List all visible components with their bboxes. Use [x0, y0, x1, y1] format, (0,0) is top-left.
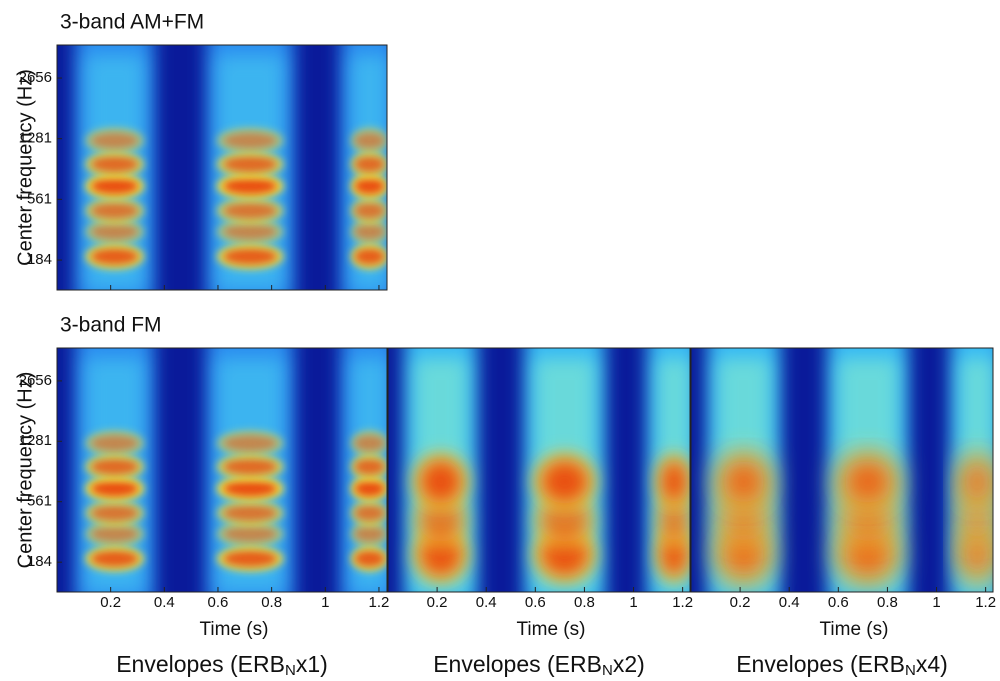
texture — [91, 435, 138, 451]
spectrogram — [388, 328, 701, 612]
caption-subscript: N — [905, 662, 916, 679]
caption-text: Envelopes (ERB — [736, 651, 905, 677]
y-axis-label: Center frequency (Hz) — [14, 69, 36, 266]
x-tick-label: 0.6 — [828, 594, 849, 611]
x-tick-label: 0.2 — [100, 594, 121, 611]
texture — [355, 526, 385, 542]
spectrogram — [57, 328, 398, 612]
x-tick-label: 1.2 — [975, 594, 996, 611]
caption-text: x2) — [613, 651, 645, 677]
texture — [223, 133, 277, 149]
panel-title: 3-band AM+FM — [60, 11, 204, 34]
texture — [223, 178, 277, 194]
texture — [223, 203, 277, 219]
x-tick-label: 1.2 — [672, 594, 693, 611]
texture — [355, 505, 385, 521]
texture — [91, 526, 138, 542]
texture — [355, 224, 385, 240]
texture — [91, 481, 138, 497]
caption-text: Envelopes (ERB — [433, 651, 602, 677]
x-tick-label: 0.4 — [154, 594, 175, 611]
texture — [355, 178, 385, 194]
texture — [91, 224, 138, 240]
x-tick-label: 0.2 — [427, 594, 448, 611]
y-axis-label: Center frequency (Hz) — [14, 372, 36, 569]
caption-subscript: N — [602, 662, 613, 679]
texture — [722, 460, 765, 504]
caption: Envelopes (ERBNx4) — [736, 651, 948, 679]
caption-text: Envelopes (ERB — [116, 651, 285, 677]
caption-text: x4) — [916, 651, 948, 677]
texture — [661, 460, 688, 504]
x-tick-label: 0.8 — [877, 594, 898, 611]
texture — [91, 551, 138, 567]
texture — [355, 435, 385, 451]
texture — [91, 248, 138, 264]
x-tick-label: 0.6 — [208, 594, 229, 611]
x-tick-label: 1 — [629, 594, 637, 611]
texture — [355, 203, 385, 219]
texture — [355, 551, 385, 567]
texture — [843, 460, 892, 504]
x-tick-label: 0.6 — [525, 594, 546, 611]
caption-subscript: N — [285, 662, 296, 679]
x-axis-label: Time (s) — [517, 619, 586, 640]
texture — [355, 459, 385, 475]
spectrogram — [691, 328, 1000, 612]
texture — [419, 460, 462, 504]
x-tick-label: 0.8 — [574, 594, 595, 611]
panel-title: 3-band FM — [60, 314, 162, 337]
caption-text: x1) — [296, 651, 328, 677]
x-tick-label: 1 — [321, 594, 329, 611]
x-axis-label: Time (s) — [200, 619, 269, 640]
texture — [223, 459, 277, 475]
caption: Envelopes (ERBNx2) — [433, 651, 645, 679]
texture — [91, 156, 138, 172]
caption: Envelopes (ERBNx1) — [116, 651, 328, 679]
texture — [91, 505, 138, 521]
x-axis-label: Time (s) — [820, 619, 889, 640]
spectrogram — [57, 25, 398, 310]
texture — [223, 505, 277, 521]
texture — [223, 481, 277, 497]
x-tick-label: 0.8 — [261, 594, 282, 611]
texture — [223, 435, 277, 451]
texture — [540, 460, 589, 504]
x-tick-label: 0.4 — [476, 594, 497, 611]
texture — [91, 459, 138, 475]
texture — [223, 551, 277, 567]
texture — [91, 203, 138, 219]
x-tick-label: 0.2 — [730, 594, 751, 611]
texture — [355, 248, 385, 264]
texture — [964, 460, 991, 504]
x-tick-label: 1.2 — [369, 594, 390, 611]
texture — [355, 156, 385, 172]
x-tick-label: 0.4 — [779, 594, 800, 611]
texture — [355, 133, 385, 149]
texture — [91, 133, 138, 149]
texture — [223, 248, 277, 264]
texture — [223, 156, 277, 172]
figure: 184561128126563-band AM+FMCenter frequen… — [0, 0, 1000, 681]
texture — [223, 224, 277, 240]
texture — [91, 178, 138, 194]
texture — [223, 526, 277, 542]
texture — [355, 481, 385, 497]
x-tick-label: 1 — [932, 594, 940, 611]
